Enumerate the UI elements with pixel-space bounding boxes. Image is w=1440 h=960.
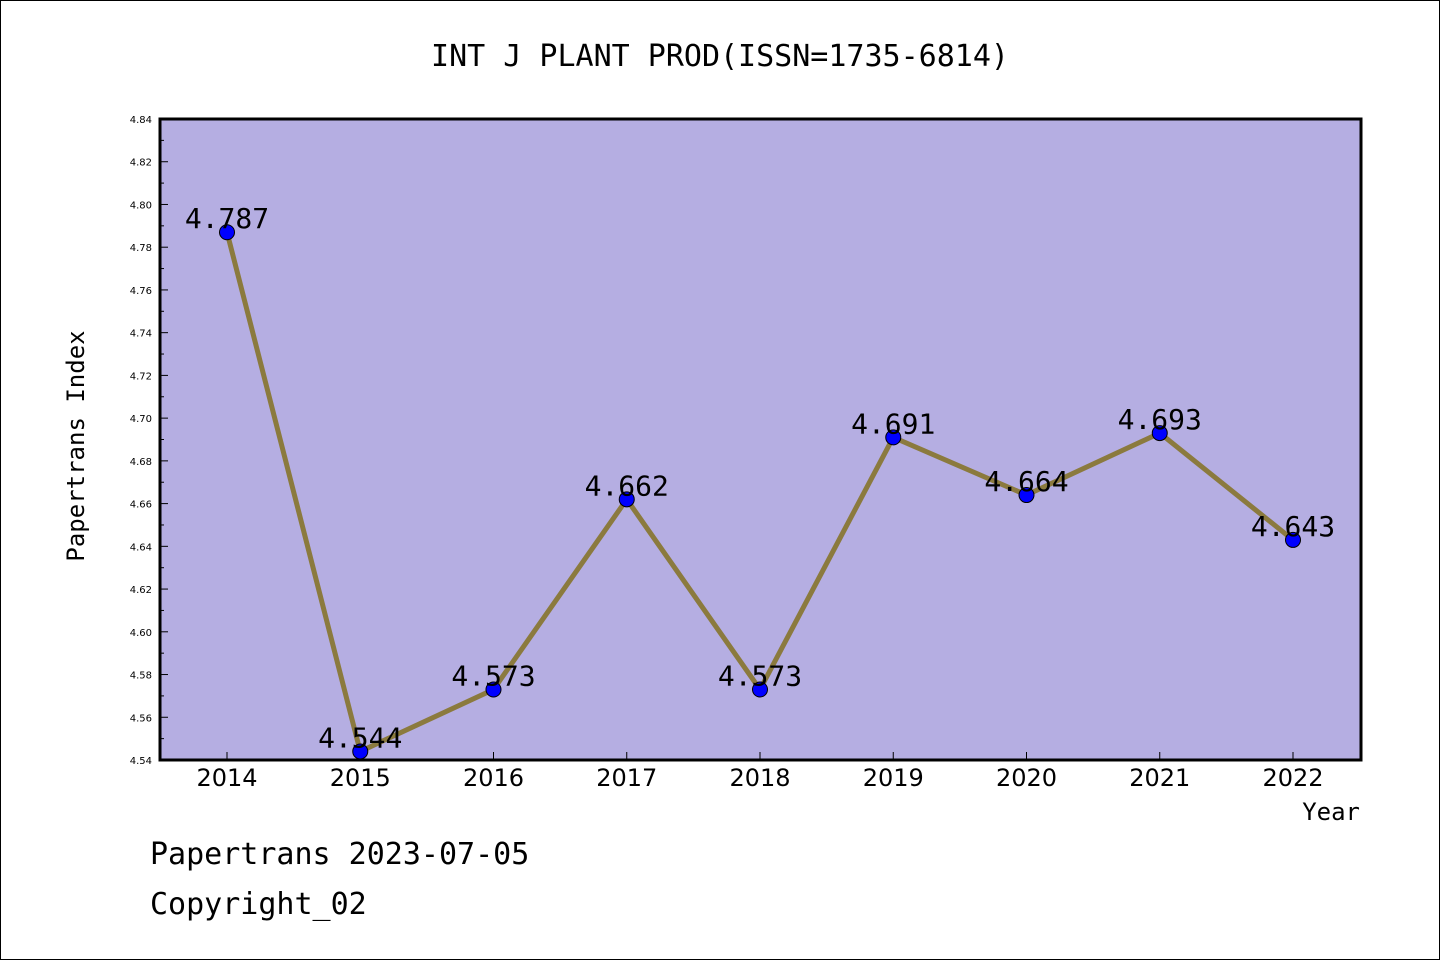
- x-tick-label: 2014: [196, 764, 257, 792]
- x-tick-label: 2017: [596, 764, 657, 792]
- x-tick-label: 2020: [996, 764, 1057, 792]
- y-tick-label: 4.78: [130, 243, 152, 254]
- x-tick-label: 2016: [463, 764, 524, 792]
- data-label: 4.664: [984, 465, 1068, 498]
- data-label: 4.643: [1251, 510, 1335, 543]
- data-label: 4.693: [1118, 403, 1202, 436]
- data-point-marker: [1151, 425, 1168, 442]
- plot-border: [158, 117, 1363, 762]
- data-point-marker: [752, 681, 768, 698]
- data-label: 4.662: [585, 469, 669, 502]
- y-tick-label: 4.76: [130, 286, 152, 297]
- markers-group: [219, 224, 1301, 760]
- footer-copyright: Copyright_02: [150, 887, 367, 922]
- data-point-marker: [618, 491, 635, 508]
- data-label: 4.573: [718, 659, 802, 692]
- y-tick-label: 4.58: [130, 671, 152, 682]
- x-tick-label: 2022: [1262, 764, 1323, 792]
- y-tick-label: 4.62: [130, 585, 152, 596]
- y-tick-label: 4.54: [130, 756, 152, 767]
- y-tick-label: 4.60: [130, 628, 152, 639]
- x-tick-label: 2015: [330, 764, 391, 792]
- y-tick-label: 4.82: [130, 158, 152, 169]
- data-label: 4.544: [318, 721, 402, 754]
- x-tick-label: 2018: [729, 764, 790, 792]
- data-point-marker: [885, 429, 902, 446]
- y-tick-label: 4.80: [130, 200, 152, 211]
- x-axis-label: Year: [1302, 798, 1360, 826]
- footer-source: Papertrans 2023-07-05: [150, 837, 529, 872]
- data-label: 4.573: [451, 659, 535, 692]
- x-axis: 2014 2015 2016 2017 2018 2019 2020 2021 2022: [196, 752, 1324, 792]
- y-tick-label: 4.84: [130, 115, 152, 126]
- y-tick-label: 4.56: [130, 713, 152, 724]
- data-label: 4.691: [851, 407, 935, 440]
- y-axis-label: Papertrans Index: [62, 330, 90, 561]
- data-point-marker: [485, 681, 502, 698]
- data-point-marker: [1285, 531, 1301, 548]
- data-labels-group: 4.787 4.544 4.573 4.662 4.573 4.691 4.664 4.693…: [185, 202, 1335, 754]
- x-tick-label: 2019: [863, 764, 924, 792]
- y-tick-label: 4.66: [130, 500, 152, 511]
- y-tick-label: 4.70: [130, 414, 152, 425]
- data-point-marker: [1018, 487, 1035, 504]
- x-tick-label: 2021: [1129, 764, 1190, 792]
- y-tick-label: 4.74: [130, 329, 152, 340]
- data-label: 4.787: [185, 202, 269, 235]
- y-tick-label: 4.68: [130, 457, 152, 468]
- y-tick-label: 4.72: [130, 371, 152, 382]
- y-tick-label: 4.64: [130, 542, 152, 553]
- chart-title: INT J PLANT PROD(ISSN=1735-6814): [431, 39, 1009, 74]
- data-point-marker: [219, 224, 235, 241]
